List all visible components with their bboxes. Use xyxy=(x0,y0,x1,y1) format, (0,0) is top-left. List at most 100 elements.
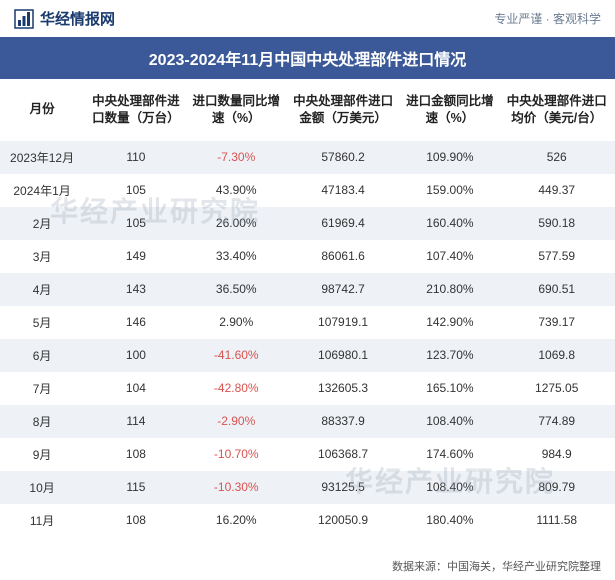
cell-amt: 106368.7 xyxy=(285,438,402,471)
cell-qty_yoy: -10.70% xyxy=(188,438,285,471)
cell-qty_yoy: 43.90% xyxy=(188,174,285,207)
cell-qty: 143 xyxy=(84,273,188,306)
col-qty-yoy: 进口数量同比增速（%） xyxy=(188,79,285,141)
table-row: 3月14933.40%86061.6107.40%577.59 xyxy=(0,240,615,273)
cell-amt_yoy: 142.90% xyxy=(401,306,498,339)
col-month: 月份 xyxy=(0,79,84,141)
cell-price: 577.59 xyxy=(498,240,615,273)
cell-month: 8月 xyxy=(0,405,84,438)
table-row: 2月10526.00%61969.4160.40%590.18 xyxy=(0,207,615,240)
cell-amt_yoy: 123.70% xyxy=(401,339,498,372)
cell-qty: 149 xyxy=(84,240,188,273)
cell-price: 809.79 xyxy=(498,471,615,504)
cell-qty_yoy: -7.30% xyxy=(188,141,285,174)
table-row: 7月104-42.80%132605.3165.10%1275.05 xyxy=(0,372,615,405)
cell-amt: 86061.6 xyxy=(285,240,402,273)
cell-month: 2月 xyxy=(0,207,84,240)
table-row: 6月100-41.60%106980.1123.70%1069.8 xyxy=(0,339,615,372)
logo-area: 华经情报网 xyxy=(14,8,115,29)
cell-amt: 120050.9 xyxy=(285,504,402,537)
table-container: 月份 中央处理部件进口数量（万台） 进口数量同比增速（%） 中央处理部件进口金额… xyxy=(0,79,615,537)
col-amt: 中央处理部件进口金额（万美元） xyxy=(285,79,402,141)
cell-amt: 107919.1 xyxy=(285,306,402,339)
cell-amt: 88337.9 xyxy=(285,405,402,438)
cell-amt_yoy: 160.40% xyxy=(401,207,498,240)
cell-amt_yoy: 107.40% xyxy=(401,240,498,273)
cell-price: 449.37 xyxy=(498,174,615,207)
cell-amt_yoy: 165.10% xyxy=(401,372,498,405)
cell-qty: 105 xyxy=(84,207,188,240)
data-source: 数据来源：中国海关，华经产业研究院整理 xyxy=(392,558,601,574)
table-row: 8月114-2.90%88337.9108.40%774.89 xyxy=(0,405,615,438)
cell-qty_yoy: 26.00% xyxy=(188,207,285,240)
cell-month: 5月 xyxy=(0,306,84,339)
cell-amt_yoy: 108.40% xyxy=(401,405,498,438)
table-row: 5月1462.90%107919.1142.90%739.17 xyxy=(0,306,615,339)
cell-amt: 61969.4 xyxy=(285,207,402,240)
cell-price: 590.18 xyxy=(498,207,615,240)
col-price: 中央处理部件进口均价（美元/台） xyxy=(498,79,615,141)
cell-month: 3月 xyxy=(0,240,84,273)
table-row: 10月115-10.30%93125.5108.40%809.79 xyxy=(0,471,615,504)
cell-amt_yoy: 210.80% xyxy=(401,273,498,306)
cell-qty_yoy: 33.40% xyxy=(188,240,285,273)
cell-qty: 105 xyxy=(84,174,188,207)
cell-month: 9月 xyxy=(0,438,84,471)
cell-amt: 47183.4 xyxy=(285,174,402,207)
cell-qty: 114 xyxy=(84,405,188,438)
cell-amt: 57860.2 xyxy=(285,141,402,174)
table-row: 2023年12月110-7.30%57860.2109.90%526 xyxy=(0,141,615,174)
cell-amt_yoy: 174.60% xyxy=(401,438,498,471)
cell-qty: 115 xyxy=(84,471,188,504)
cell-price: 739.17 xyxy=(498,306,615,339)
cell-price: 774.89 xyxy=(498,405,615,438)
col-qty: 中央处理部件进口数量（万台） xyxy=(84,79,188,141)
cell-qty: 108 xyxy=(84,438,188,471)
cell-price: 1275.05 xyxy=(498,372,615,405)
cell-qty_yoy: 36.50% xyxy=(188,273,285,306)
cell-month: 10月 xyxy=(0,471,84,504)
cell-month: 6月 xyxy=(0,339,84,372)
cell-qty_yoy: -10.30% xyxy=(188,471,285,504)
cell-qty: 110 xyxy=(84,141,188,174)
cell-qty_yoy: 2.90% xyxy=(188,306,285,339)
cell-amt: 93125.5 xyxy=(285,471,402,504)
logo-text: 华经情报网 xyxy=(40,8,115,29)
tagline: 专业严谨 · 客观科学 xyxy=(494,10,601,27)
cell-price: 984.9 xyxy=(498,438,615,471)
cell-amt_yoy: 159.00% xyxy=(401,174,498,207)
cell-amt_yoy: 108.40% xyxy=(401,471,498,504)
cell-qty_yoy: -41.60% xyxy=(188,339,285,372)
table-title: 2023-2024年11月中国中央处理部件进口情况 xyxy=(0,37,615,79)
cell-month: 2023年12月 xyxy=(0,141,84,174)
cell-qty: 108 xyxy=(84,504,188,537)
cell-qty: 146 xyxy=(84,306,188,339)
cell-price: 690.51 xyxy=(498,273,615,306)
cell-price: 1069.8 xyxy=(498,339,615,372)
cell-qty_yoy: -2.90% xyxy=(188,405,285,438)
logo-icon xyxy=(14,9,34,29)
cell-month: 11月 xyxy=(0,504,84,537)
header-bar: 华经情报网 专业严谨 · 客观科学 xyxy=(0,0,615,37)
cell-amt: 98742.7 xyxy=(285,273,402,306)
table-row: 9月108-10.70%106368.7174.60%984.9 xyxy=(0,438,615,471)
cell-month: 2024年1月 xyxy=(0,174,84,207)
table-row: 2024年1月10543.90%47183.4159.00%449.37 xyxy=(0,174,615,207)
cell-amt: 106980.1 xyxy=(285,339,402,372)
cell-price: 1111.58 xyxy=(498,504,615,537)
cell-qty: 104 xyxy=(84,372,188,405)
cell-amt_yoy: 109.90% xyxy=(401,141,498,174)
cell-qty: 100 xyxy=(84,339,188,372)
header-row: 月份 中央处理部件进口数量（万台） 进口数量同比增速（%） 中央处理部件进口金额… xyxy=(0,79,615,141)
cell-qty_yoy: -42.80% xyxy=(188,372,285,405)
table-row: 4月14336.50%98742.7210.80%690.51 xyxy=(0,273,615,306)
cell-qty_yoy: 16.20% xyxy=(188,504,285,537)
table-row: 11月10816.20%120050.9180.40%1111.58 xyxy=(0,504,615,537)
cell-amt: 132605.3 xyxy=(285,372,402,405)
cell-month: 4月 xyxy=(0,273,84,306)
cell-amt_yoy: 180.40% xyxy=(401,504,498,537)
data-table: 月份 中央处理部件进口数量（万台） 进口数量同比增速（%） 中央处理部件进口金额… xyxy=(0,79,615,537)
table-body: 2023年12月110-7.30%57860.2109.90%5262024年1… xyxy=(0,141,615,537)
cell-price: 526 xyxy=(498,141,615,174)
cell-month: 7月 xyxy=(0,372,84,405)
